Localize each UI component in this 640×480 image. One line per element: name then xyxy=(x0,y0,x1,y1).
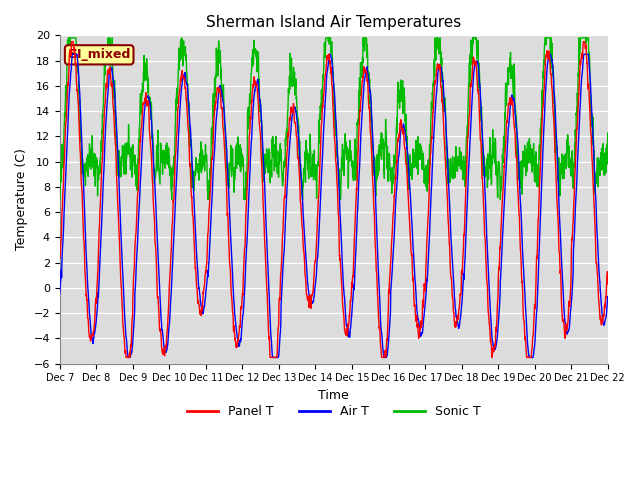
X-axis label: Time: Time xyxy=(318,389,349,402)
Title: Sherman Island Air Temperatures: Sherman Island Air Temperatures xyxy=(206,15,461,30)
Text: SI_mixed: SI_mixed xyxy=(68,48,131,61)
Y-axis label: Temperature (C): Temperature (C) xyxy=(15,149,28,251)
Legend: Panel T, Air T, Sonic T: Panel T, Air T, Sonic T xyxy=(182,400,486,423)
